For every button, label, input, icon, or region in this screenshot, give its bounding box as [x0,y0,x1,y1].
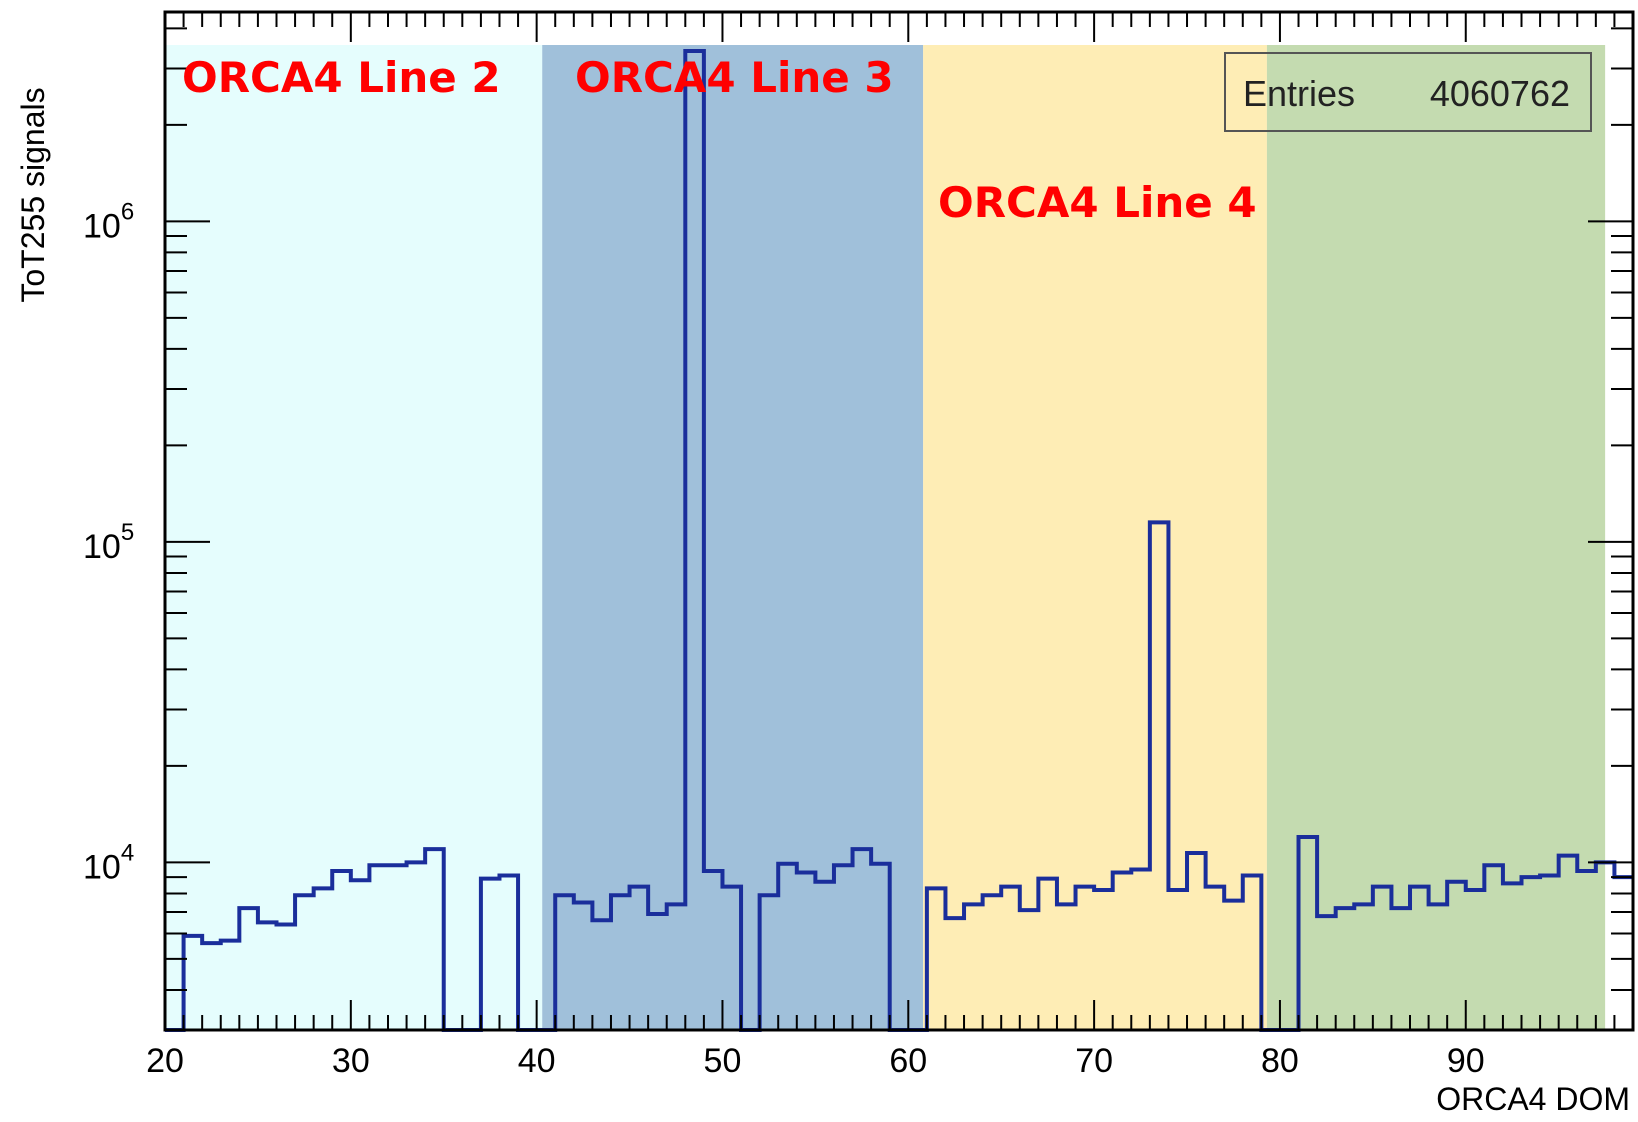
stats-entries-value: 4060762 [1430,73,1570,114]
region-band-2 [542,45,924,1030]
y-tick-labels: 104 105 106 [83,198,134,886]
region-label-3: ORCA4 Line 4 [938,178,1257,227]
x-tick-label: 20 [146,1042,184,1080]
x-tick-label: 60 [889,1042,927,1080]
x-tick-label: 30 [332,1042,370,1080]
y-tick-label: 104 [83,839,134,886]
stats-box: Entries 4060762 [1224,52,1592,132]
stats-box-frame [1224,52,1592,132]
region-band-1 [165,45,543,1030]
x-tick-label: 90 [1447,1042,1485,1080]
stats-entries-label: Entries [1243,73,1355,114]
y-tick-label: 106 [83,198,134,245]
region-band-3 [923,45,1267,1030]
y-axis-title: ToT255 signals [15,87,51,302]
region-label-2: ORCA4 Line 3 [575,53,894,102]
x-tick-label: 80 [1261,1042,1299,1080]
plot-frame [163,10,1635,1032]
x-tick-label: 70 [1075,1042,1113,1080]
x-tick-label: 40 [518,1042,556,1080]
x-tick-label: 50 [704,1042,742,1080]
axis-ticks [164,12,1634,1031]
y-tick-label: 105 [83,519,134,566]
region-labels: ORCA4 Line 2 ORCA4 Line 3 ORCA4 Line 4 [182,53,1257,227]
region-label-1: ORCA4 Line 2 [182,53,501,102]
region-band-4 [1266,45,1606,1030]
x-tick-labels: 20 30 40 50 60 70 80 90 [146,1042,1485,1080]
region-bands [165,45,1606,1030]
x-axis-title: ORCA4 DOM [1436,1081,1630,1117]
